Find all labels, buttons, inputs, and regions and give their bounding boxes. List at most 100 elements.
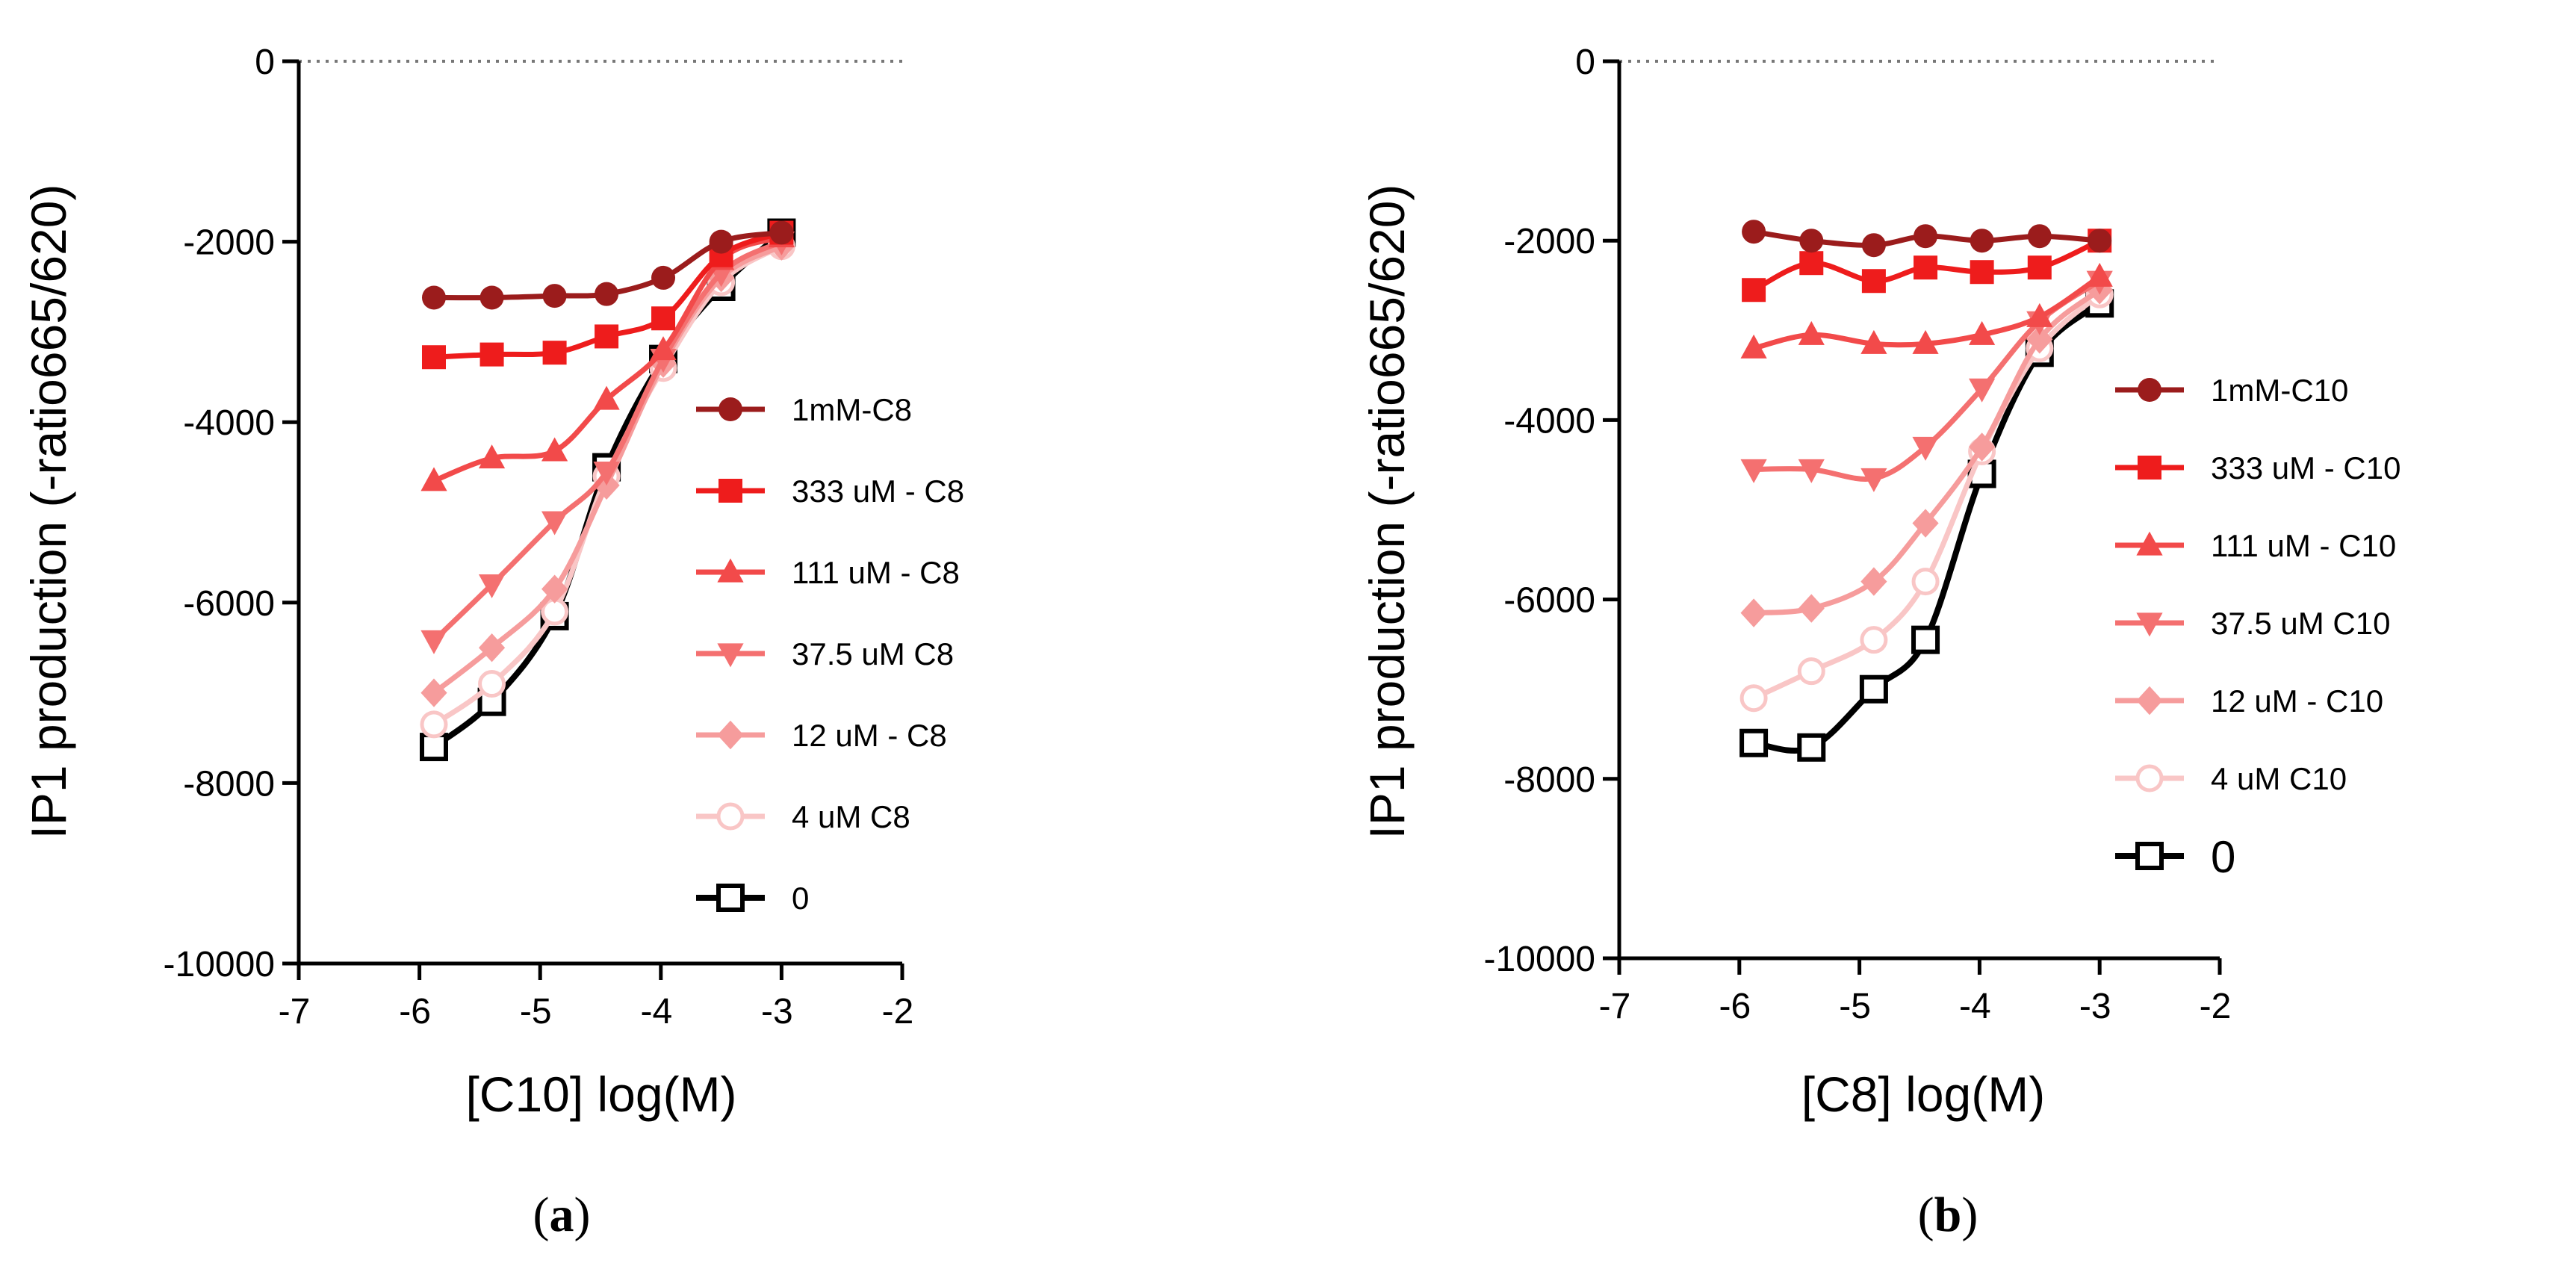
legend-marker: [2138, 378, 2161, 402]
legend-label: 4 uM C10: [2211, 761, 2347, 796]
x-tick-label: -4: [1959, 987, 1991, 1026]
y-tick-label: -4000: [1503, 401, 1595, 441]
y-axis-label: IP1 production (-ratio665/620): [1359, 184, 1415, 840]
data-point: [593, 462, 620, 486]
legend-label: 333 uM - C8: [792, 474, 964, 509]
legend-marker: [719, 479, 742, 503]
data-point: [2026, 325, 2053, 354]
data-point: [1861, 269, 1886, 294]
chart-panel-b: 0 -2000 -4000 -6000 -8000 -10000-7 -6 -5 -4 -3 -2 I…: [1359, 43, 2400, 1122]
data-point: [1860, 626, 1888, 654]
data-point: [1798, 459, 1825, 483]
data-point: [2027, 224, 2052, 249]
data-point: [478, 444, 506, 469]
legend-label: 37.5 uM C10: [2211, 606, 2390, 641]
y-tick-label: 0: [1575, 43, 1595, 82]
x-tick-label: -4: [640, 992, 672, 1031]
x-axis-label: [C8] log(M): [1801, 1067, 2045, 1122]
data-point: [1798, 320, 1825, 345]
x-tick-label: -6: [1719, 987, 1751, 1026]
data-point: [541, 574, 568, 604]
legend-marker: [2135, 842, 2164, 870]
data-point: [1740, 459, 1767, 483]
legend-marker: [717, 558, 744, 583]
x-axis-label: [C10] log(M): [465, 1067, 736, 1122]
data-point: [595, 324, 619, 349]
data-point: [1860, 567, 1887, 596]
data-point: [478, 633, 506, 663]
data-point: [1740, 598, 1767, 627]
data-point: [1859, 674, 1888, 704]
data-point: [1799, 229, 1824, 253]
y-tick-label: -10000: [1484, 940, 1595, 979]
data-point: [593, 385, 620, 410]
data-point: [1799, 251, 1824, 276]
x-tick-label: -7: [1599, 987, 1631, 1026]
y-tick-label: -6000: [183, 584, 275, 624]
y-tick-label: -4000: [183, 403, 275, 443]
data-point: [479, 285, 504, 310]
data-point: [651, 265, 676, 290]
panel-b-letter: b: [1934, 1188, 1962, 1242]
data-point: [1969, 378, 1996, 403]
legend-marker: [716, 802, 745, 831]
legend-marker: [2136, 612, 2163, 637]
x-tick-label: -6: [399, 992, 431, 1031]
legend-marker: [2135, 764, 2164, 792]
legend-label: 37.5 uM C8: [792, 636, 954, 671]
data-point: [478, 574, 506, 599]
data-point: [1912, 509, 1939, 538]
data-point: [1970, 260, 1994, 285]
data-point: [1739, 728, 1769, 757]
legend-marker: [2136, 686, 2163, 716]
data-point: [1911, 625, 1940, 654]
data-point: [1912, 329, 1939, 354]
data-point: [420, 710, 448, 739]
data-point: [541, 437, 568, 462]
legend-label: 0: [2211, 832, 2235, 882]
y-tick-label: -6000: [1503, 581, 1595, 621]
legend-marker: [716, 884, 745, 912]
chart-panel-a: 0 -2000 -4000 -6000 -8000 -10000-7 -6 -5 -4 -3 -2 I…: [21, 43, 964, 1122]
legend-label: 111 uM - C10: [2211, 528, 2396, 563]
data-point: [542, 341, 567, 365]
data-point: [1969, 320, 1996, 345]
x-tick-label: -5: [520, 992, 552, 1031]
data-point: [1912, 436, 1939, 461]
x-tick-label: -2: [882, 992, 914, 1031]
x-tick-label: -5: [1839, 987, 1871, 1026]
data-point: [1860, 329, 1887, 354]
legend-label: 111 uM - C8: [792, 555, 960, 590]
data-point: [420, 678, 447, 707]
data-point: [2026, 302, 2053, 327]
data-point: [1740, 334, 1767, 359]
data-point: [1970, 229, 1994, 253]
data-point: [419, 733, 448, 762]
data-point: [420, 467, 447, 491]
data-point: [1861, 233, 1886, 258]
panel-a-letter: a: [550, 1188, 574, 1242]
data-point: [2027, 255, 2052, 280]
data-point: [1798, 594, 1825, 623]
chart-panels: 0-2000-4000-6000-8000-10000-7 -6 -5 -4 -3 -2I…: [21, 43, 2400, 1122]
data-point: [1860, 468, 1887, 492]
legend-label: 0: [792, 881, 809, 916]
data-point: [1914, 255, 1938, 280]
legend-label: 12 uM - C10: [2211, 683, 2383, 719]
legend-marker: [2136, 531, 2163, 556]
x-tick-label: -2: [2200, 987, 2232, 1026]
y-tick-label: -10000: [164, 945, 275, 984]
legend-label: 4 uM C8: [792, 799, 910, 834]
y-axis-label: IP1 production (-ratio665/620): [21, 184, 76, 840]
y-tick-label: -8000: [1503, 760, 1595, 800]
data-point: [1911, 568, 1940, 596]
data-point: [595, 282, 619, 306]
data-point: [1739, 684, 1768, 713]
panel-a-caption: (a): [533, 1188, 591, 1242]
series-111 uM - C10: [1740, 262, 2113, 359]
y-tick-label: -2000: [1503, 222, 1595, 261]
legend-marker: [717, 643, 744, 668]
legend: 1mM-C8 333 uM - C8 111 uM - C8 37.5 uM C8 12…: [696, 392, 964, 916]
data-point: [541, 511, 568, 536]
